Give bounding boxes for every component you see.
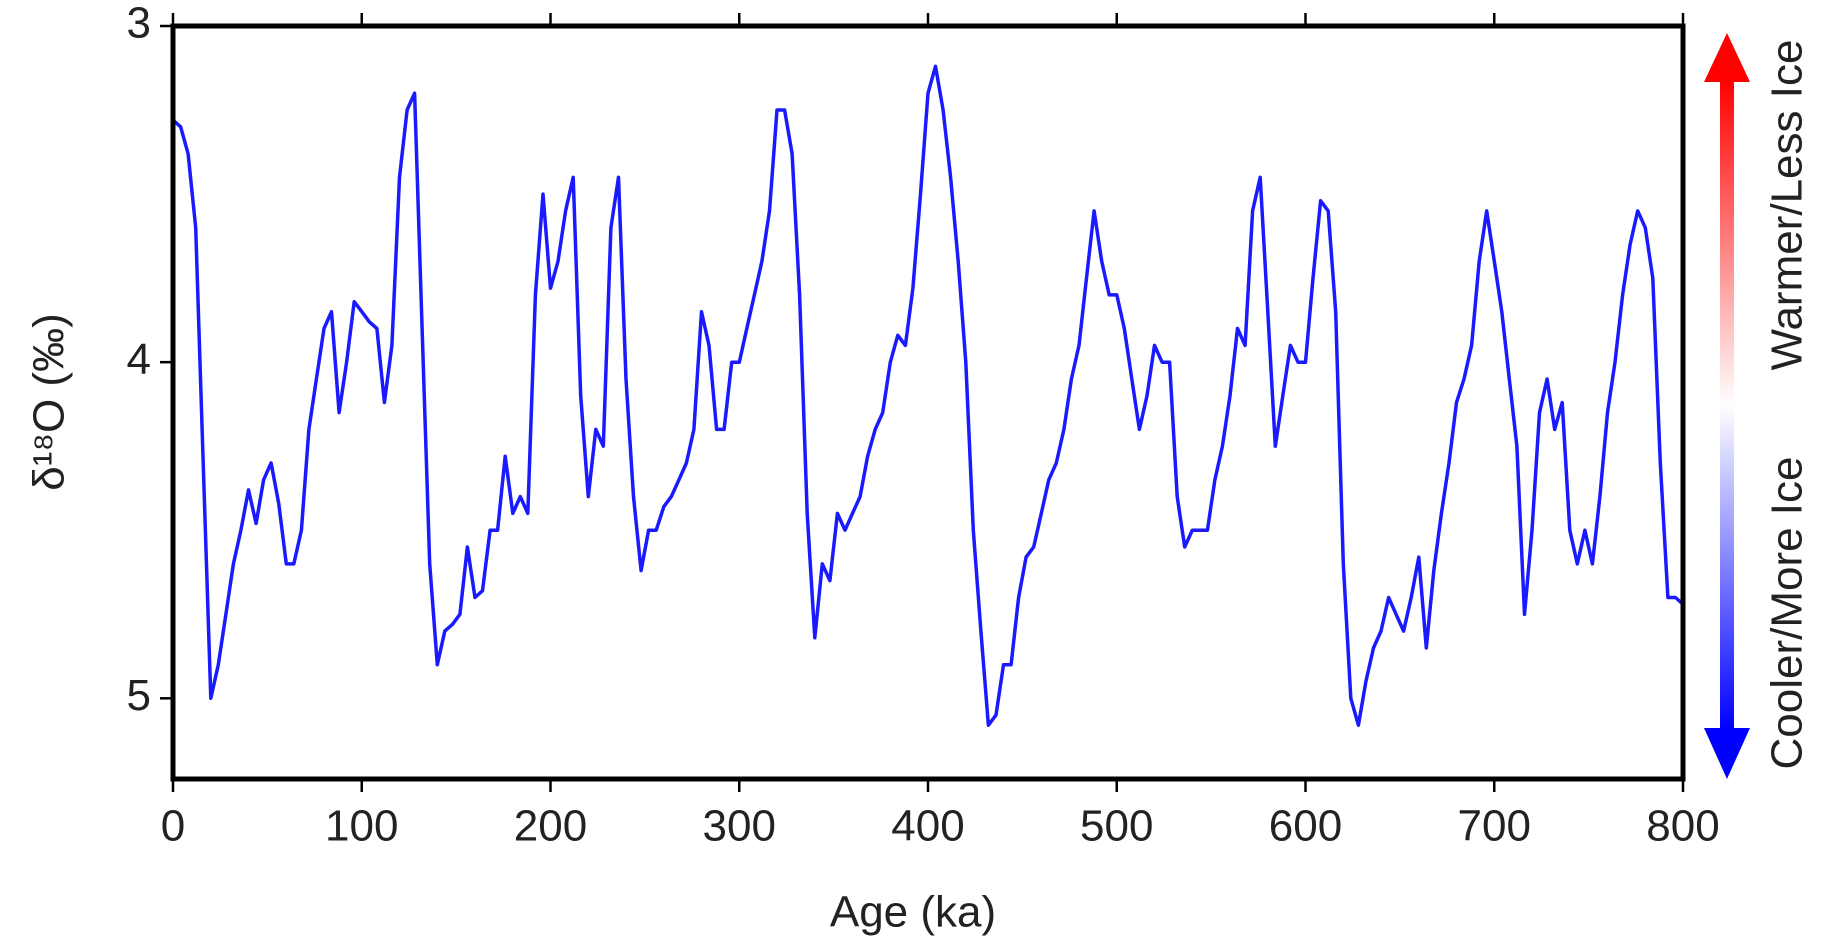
x-tick-label: 500	[1080, 802, 1153, 851]
annotation: Cooler/More Ice	[1763, 456, 1812, 769]
x-tick-label: 300	[703, 802, 776, 851]
x-tick-label: 200	[514, 802, 587, 851]
x-tick-label: 600	[1269, 802, 1342, 851]
y-tick-label: 3	[127, 0, 151, 48]
x-tick-label: 0	[161, 802, 185, 851]
x-tick-label: 800	[1646, 802, 1719, 851]
data-line	[171, 64, 1685, 727]
color-arrow	[1704, 33, 1750, 779]
y-tick-label: 5	[127, 671, 151, 720]
y-tick-label: 4	[127, 335, 151, 384]
annotation: Warmer/Less Ice	[1763, 40, 1812, 371]
x-axis-label: Age (ka)	[830, 888, 996, 937]
plot-frame	[170, 23, 1686, 782]
y-axis-label: δ¹⁸O (‰)	[25, 313, 74, 490]
x-tick-label: 100	[325, 802, 398, 851]
x-tick-label: 400	[891, 802, 964, 851]
x-tick-label: 700	[1458, 802, 1531, 851]
